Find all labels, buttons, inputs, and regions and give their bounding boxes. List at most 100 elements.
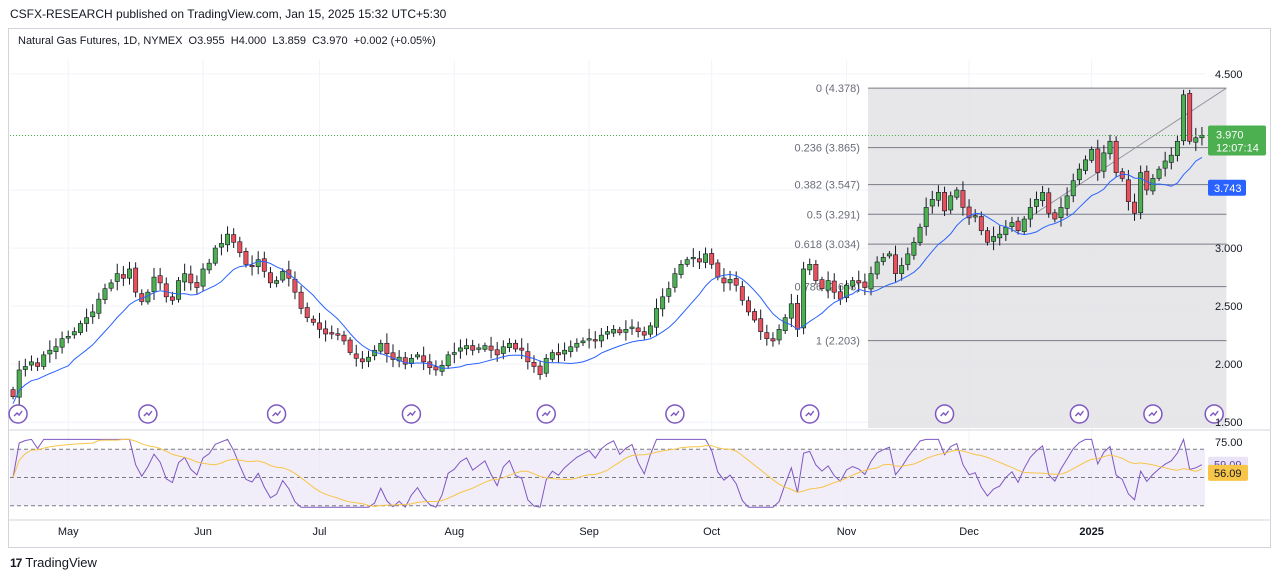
event-arrow-icon: [1209, 410, 1219, 417]
candle-up: [1058, 207, 1064, 218]
candle-up: [53, 346, 59, 352]
event-arrow-icon: [1074, 410, 1084, 417]
chart-frame: [8, 28, 1271, 548]
candle-down: [243, 251, 249, 265]
candle-up: [868, 273, 874, 290]
candle-down: [194, 282, 200, 288]
candle-up: [1181, 94, 1186, 142]
candle-up: [678, 264, 684, 275]
event-arrow-icon: [13, 410, 23, 417]
candle-up: [629, 326, 635, 329]
candle-up: [1168, 154, 1174, 163]
candle-up: [948, 195, 954, 211]
time-axis-tick: Jun: [194, 526, 212, 538]
candle-up: [905, 253, 911, 265]
footer-brand: 17 TradingView: [10, 555, 97, 570]
candle-up: [500, 346, 506, 354]
candle-down: [556, 352, 561, 356]
candle-up: [1040, 192, 1046, 201]
candle-down: [635, 327, 641, 332]
candle-up: [451, 352, 457, 355]
candle-down: [323, 328, 329, 335]
fib-level-label: 0 (4.378): [816, 83, 860, 95]
fib-level-label: 1 (2.203): [816, 336, 860, 348]
fib-level-label: 0.236 (3.865): [795, 143, 860, 155]
candle-down: [237, 241, 243, 254]
candle-up: [274, 280, 280, 284]
time-axis-tick: Oct: [703, 526, 720, 538]
candle-up: [917, 226, 923, 244]
candle-up: [684, 259, 690, 265]
fib-level-label: 0.618 (3.034): [795, 239, 860, 251]
candle-down: [335, 333, 341, 336]
candle-down: [1015, 220, 1021, 231]
candle-up: [899, 265, 905, 274]
candle-down: [764, 332, 770, 339]
candle-up: [415, 354, 420, 358]
candle-down: [188, 273, 194, 284]
price-axis-tick: 2.500: [1215, 301, 1243, 313]
candle-down: [10, 389, 16, 397]
candle-down: [353, 353, 359, 359]
candle-up: [703, 253, 708, 263]
candle-down: [752, 311, 758, 321]
event-arrow-icon: [670, 410, 680, 417]
candle-down: [641, 331, 647, 336]
candle-down: [856, 280, 862, 284]
candle-up: [660, 296, 666, 310]
event-arrow-icon: [406, 410, 416, 417]
candle-up: [1162, 160, 1168, 169]
candle-up: [445, 354, 451, 367]
candle-up: [844, 284, 849, 299]
event-arrow-icon: [143, 410, 153, 417]
candle-down: [519, 347, 525, 351]
candle-up: [182, 273, 188, 283]
candle-up: [690, 257, 696, 260]
countdown-label: 12:07:14: [1216, 142, 1259, 154]
candle-down: [746, 300, 751, 313]
candle-down: [617, 329, 623, 334]
candle-up: [672, 273, 678, 288]
candle-up: [1009, 222, 1015, 228]
candle-up: [598, 334, 604, 342]
rsi-ma-badge: [1208, 464, 1248, 481]
candle-up: [84, 317, 90, 324]
candle-up: [782, 317, 788, 332]
candle-down: [592, 339, 598, 342]
candle-down: [292, 278, 298, 293]
candle-down: [513, 342, 519, 350]
candle-down: [310, 318, 316, 323]
fib-zone-area: [867, 88, 1227, 428]
candle-up: [1021, 218, 1027, 232]
candle-up: [90, 311, 96, 318]
candle-up: [954, 189, 960, 198]
candle-up: [886, 253, 892, 257]
candle-up: [206, 262, 212, 271]
candle-down: [35, 362, 41, 367]
candle-down: [433, 366, 439, 371]
candle-up: [923, 207, 929, 228]
candle-up: [997, 233, 1003, 239]
price-axis-tick: 3.000: [1215, 243, 1243, 255]
time-axis-tick: Jul: [312, 526, 326, 538]
candle-down: [831, 280, 837, 293]
candle-down: [494, 349, 500, 356]
candle-up: [507, 342, 512, 348]
candle-up: [16, 369, 22, 398]
candle-up: [1034, 199, 1039, 207]
candle-down: [317, 322, 322, 330]
candle-up: [1156, 168, 1162, 179]
sma-badge: [1208, 179, 1246, 196]
candle-up: [801, 268, 807, 329]
candle-up: [580, 340, 586, 344]
candle-up: [108, 282, 114, 289]
symbol-info-line: Natural Gas Futures, 1D, NYMEX O3.955 H4…: [18, 35, 436, 47]
brand-name: TradingView: [25, 555, 97, 570]
candle-up: [1076, 168, 1082, 181]
candle-down: [739, 286, 745, 301]
candle-up: [78, 323, 83, 333]
time-axis-tick: Sep: [579, 526, 599, 538]
candle-up: [1003, 226, 1009, 235]
candle-down: [862, 281, 868, 288]
